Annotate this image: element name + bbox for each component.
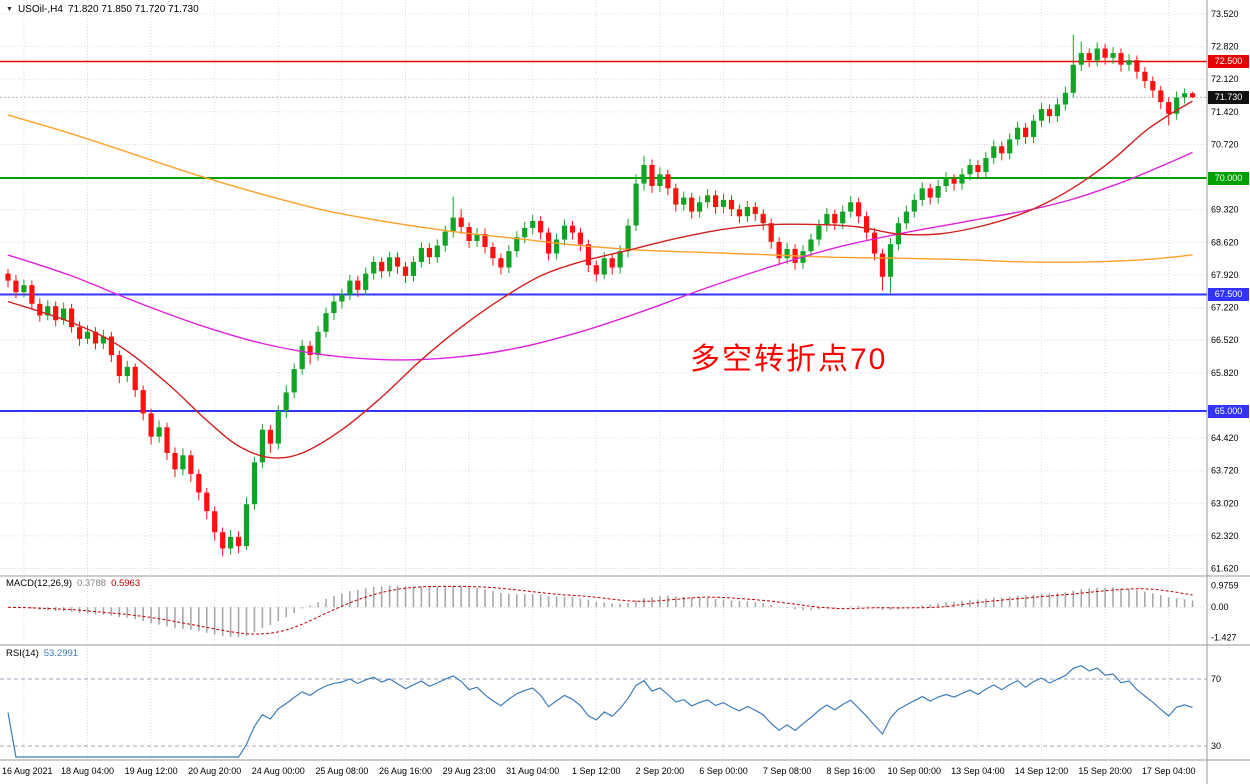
price-badge-level-65.000: 65.000 — [1208, 404, 1249, 418]
x-axis-label: 16 Aug 2021 — [2, 766, 53, 776]
price-badge-level-67.500: 67.500 — [1208, 288, 1249, 301]
rsi-name: RSI(14) — [6, 648, 39, 659]
x-axis-label: 25 Aug 08:00 — [315, 766, 368, 776]
rsi-indicator-label: RSI(14) 53.2991 — [6, 648, 78, 659]
y-axis-tick: 67.220 — [1211, 303, 1239, 313]
y-axis-tick: 66.520 — [1211, 335, 1239, 345]
y-axis-tick: 63.020 — [1211, 498, 1239, 508]
annotation-text: 多空转折点70 — [690, 343, 888, 376]
macd-histogram — [15, 585, 1194, 638]
macd-main-value: 0.3788 — [77, 578, 107, 589]
rsi-line — [7, 665, 1193, 758]
macd-axis-tick: 0.9759 — [1211, 581, 1239, 591]
x-axis-label: 24 Aug 00:00 — [252, 766, 305, 776]
x-axis-label: 10 Sep 00:00 — [888, 766, 942, 776]
y-axis-tick: 65.820 — [1211, 368, 1239, 378]
y-axis-tick: 61.620 — [1211, 564, 1239, 574]
rsi-value: 53.2991 — [43, 648, 79, 659]
y-axis-tick: 68.620 — [1211, 237, 1239, 247]
ma-fast-red — [7, 100, 1193, 459]
x-axis-label: 26 Aug 16:00 — [379, 766, 432, 776]
x-axis-label: 1 Sep 12:00 — [572, 766, 621, 776]
y-axis-tick: 72.820 — [1211, 42, 1239, 52]
macd-indicator-label: MACD(12,26,9) 0.3788 0.5963 — [6, 578, 140, 589]
x-axis-label: 31 Aug 04:00 — [506, 766, 559, 776]
x-axis-label: 17 Sep 04:00 — [1142, 766, 1196, 776]
x-axis-label: 8 Sep 16:00 — [826, 766, 875, 776]
level-lines — [0, 60, 1207, 412]
x-axis-label: 6 Sep 00:00 — [699, 766, 748, 776]
price-badge-current: 71.730 — [1208, 90, 1249, 104]
x-axis-label: 14 Sep 12:00 — [1015, 766, 1069, 776]
candles-layer — [5, 34, 1196, 557]
macd-panel — [0, 585, 1207, 638]
symbol-dropdown-icon[interactable]: ▼ — [6, 6, 13, 13]
x-axis-label: 29 Aug 23:00 — [443, 766, 496, 776]
y-axis-tick: 72.120 — [1211, 74, 1239, 84]
rsi-axis-tick: 30 — [1211, 741, 1221, 751]
y-axis-tick: 71.420 — [1211, 107, 1239, 117]
macd-axis-tick: 0.00 — [1211, 602, 1229, 612]
x-axis-label: 13 Sep 04:00 — [951, 766, 1005, 776]
y-axis-tick: 63.720 — [1211, 466, 1239, 476]
symbol-timeframe: USOil-,H4 — [17, 4, 63, 15]
x-axis-label: 19 Aug 12:00 — [125, 766, 178, 776]
price-axis: 73.520 72.820 72.120 71.420 70.720 69.320 68.6… — [1211, 9, 1239, 751]
y-axis-tick: 64.420 — [1211, 433, 1239, 443]
time-axis: 16 Aug 2021 18 Aug 04:00 19 Aug 12:00 20 Au… — [2, 766, 1195, 776]
grid-layer — [0, 0, 1207, 760]
ma-slow-orange — [7, 114, 1193, 263]
x-axis-label: 20 Aug 20:00 — [188, 766, 241, 776]
rsi-axis-tick: 70 — [1211, 674, 1221, 684]
x-axis-label: 2 Sep 20:00 — [636, 766, 685, 776]
rsi-panel — [0, 665, 1207, 758]
y-axis-tick: 69.320 — [1211, 205, 1239, 215]
ohlc-values: 71.820 71.850 71.720 71.730 — [67, 4, 199, 15]
macd-axis-tick: -1.427 — [1211, 632, 1237, 642]
ma-mid-magenta — [7, 151, 1193, 361]
price-badge-level-72.500: 72.500 — [1208, 55, 1249, 68]
chart-title: ▼ USOil-,H4 71.820 71.850 71.720 71.730 — [6, 4, 199, 15]
y-axis-tick: 62.320 — [1211, 531, 1239, 541]
price-badge-level-70.000: 70.000 — [1208, 171, 1249, 185]
macd-signal-value: 0.5963 — [111, 578, 141, 589]
x-axis-label: 18 Aug 04:00 — [61, 766, 114, 776]
y-axis-tick: 70.720 — [1211, 140, 1239, 150]
macd-signal-line — [7, 585, 1193, 635]
y-axis-tick: 73.520 — [1211, 9, 1239, 19]
y-axis-tick: 67.920 — [1211, 270, 1239, 280]
macd-name: MACD(12,26,9) — [6, 578, 72, 589]
x-axis-label: 7 Sep 08:00 — [763, 766, 812, 776]
x-axis-label: 15 Sep 20:00 — [1078, 766, 1132, 776]
